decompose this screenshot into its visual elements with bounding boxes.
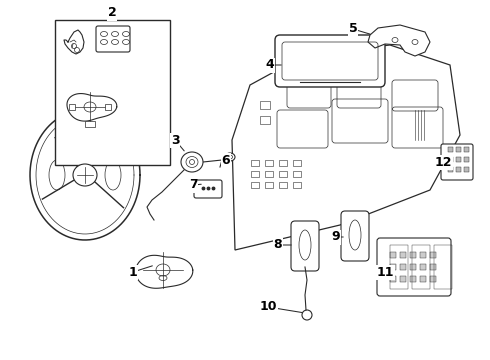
Text: 8: 8 (274, 238, 282, 252)
Bar (410, 252, 416, 258)
FancyBboxPatch shape (441, 144, 473, 180)
Polygon shape (232, 45, 460, 250)
Bar (410, 276, 416, 282)
Bar (400, 276, 406, 282)
Bar (390, 264, 396, 270)
Bar (400, 264, 406, 270)
Bar (464, 157, 469, 162)
Ellipse shape (225, 153, 235, 161)
Text: 12: 12 (434, 156, 452, 168)
Bar (251, 160, 259, 166)
Polygon shape (368, 25, 430, 56)
FancyBboxPatch shape (275, 35, 385, 87)
Bar (293, 160, 301, 166)
Bar (464, 147, 469, 152)
Bar (456, 157, 461, 162)
Bar (293, 182, 301, 188)
Bar (251, 171, 259, 177)
Bar (260, 116, 270, 124)
Bar (279, 160, 287, 166)
Bar (251, 182, 259, 188)
Bar (464, 167, 469, 172)
Text: 9: 9 (332, 230, 341, 243)
Bar (448, 167, 453, 172)
Bar (456, 167, 461, 172)
Bar (420, 264, 426, 270)
Text: 10: 10 (259, 301, 277, 314)
Text: 4: 4 (266, 58, 274, 72)
Bar (265, 182, 273, 188)
Bar (390, 276, 396, 282)
Bar (265, 171, 273, 177)
Bar (400, 252, 406, 258)
Bar (412, 245, 430, 289)
Ellipse shape (73, 164, 97, 186)
Bar (430, 264, 436, 270)
Bar (105, 104, 111, 110)
Bar (265, 160, 273, 166)
Bar (420, 276, 426, 282)
Bar (410, 264, 416, 270)
Bar (448, 147, 453, 152)
Bar (85, 121, 95, 127)
Bar (293, 171, 301, 177)
Text: 2: 2 (108, 6, 117, 19)
Bar (390, 245, 408, 289)
Text: 1: 1 (129, 266, 137, 279)
Bar (430, 276, 436, 282)
Text: 6: 6 (221, 153, 230, 166)
Bar (260, 101, 270, 109)
Bar (55, 20, 170, 165)
Ellipse shape (181, 152, 203, 172)
Bar (448, 157, 453, 162)
FancyBboxPatch shape (291, 221, 319, 271)
Bar (430, 252, 436, 258)
Bar (69, 104, 75, 110)
Bar (420, 252, 426, 258)
FancyBboxPatch shape (96, 26, 130, 52)
Bar (390, 252, 396, 258)
Bar (279, 171, 287, 177)
FancyBboxPatch shape (194, 180, 222, 198)
Bar (434, 245, 452, 289)
Text: 3: 3 (171, 134, 179, 147)
Text: 5: 5 (348, 22, 357, 36)
Text: 11: 11 (376, 266, 394, 279)
FancyBboxPatch shape (341, 211, 369, 261)
Bar (279, 182, 287, 188)
Bar (456, 147, 461, 152)
Text: 7: 7 (189, 179, 197, 192)
FancyBboxPatch shape (377, 238, 451, 296)
